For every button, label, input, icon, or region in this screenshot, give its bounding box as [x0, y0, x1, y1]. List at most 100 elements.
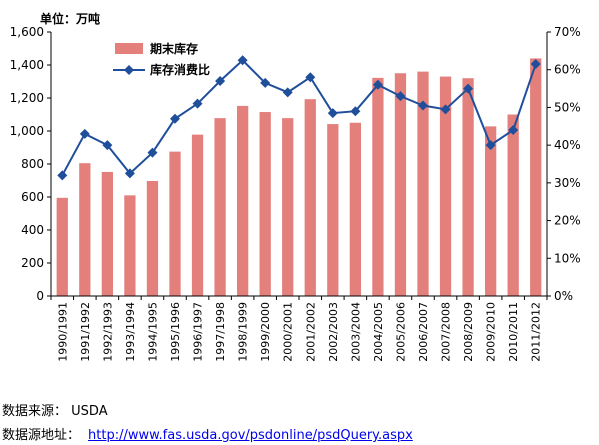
bar — [101, 171, 113, 296]
ratio-point — [282, 87, 293, 98]
ratio-point — [418, 100, 428, 111]
x-tick-label: 1994/1995 — [146, 302, 159, 362]
y-right-tick-label: 60% — [554, 63, 581, 77]
legend-marker-ratio — [124, 65, 134, 75]
y-right-tick-label: 20% — [554, 214, 581, 228]
ratio-point — [508, 125, 519, 136]
bar — [191, 134, 204, 296]
y-left-tick-label: 1,200 — [10, 91, 44, 105]
y-right-tick-label: 50% — [554, 100, 581, 114]
bar — [259, 112, 271, 297]
ratio-point — [192, 98, 203, 109]
ratio-point — [147, 147, 158, 158]
bar — [304, 99, 316, 296]
bar — [327, 124, 339, 296]
ratio-point — [327, 108, 338, 119]
legend-label-ratio: 库存消费比 — [150, 62, 210, 77]
ratio-line — [61, 58, 537, 176]
source-line: 数据来源： USDA — [2, 400, 108, 419]
x-tick-label: 1999/2000 — [259, 302, 272, 362]
x-tick-label: 1991/1992 — [79, 302, 92, 362]
ratio-point — [260, 77, 271, 88]
y-right-tick-label: 10% — [554, 251, 581, 265]
bar — [237, 105, 249, 296]
ratio-point — [124, 168, 135, 179]
x-tick-label: 2002/2003 — [327, 302, 340, 362]
source-url-link[interactable]: http://www.fas.usda.gov/psdonline/psdQue… — [88, 428, 413, 443]
bar — [214, 118, 226, 296]
y-left-tick-label: 1,400 — [10, 58, 44, 72]
address-line: 数据源地址： http://www.fas.usda.gov/psdonline/… — [2, 424, 413, 443]
legend-label-stock: 期末库存 — [150, 41, 198, 56]
x-tick-label: 2009/2010 — [485, 302, 498, 362]
x-tick-label: 1998/1999 — [237, 302, 250, 362]
bar — [485, 126, 497, 296]
ratio-point — [170, 113, 180, 124]
address-label: 数据源地址： — [2, 428, 81, 443]
ratio-point — [463, 83, 474, 94]
bar — [372, 77, 384, 297]
y-left-tick-label: 400 — [21, 223, 44, 237]
x-tick-label: 2008/2009 — [462, 302, 475, 362]
x-tick-label: 2004/2005 — [372, 302, 385, 362]
bar — [79, 163, 91, 296]
source-label: 数据来源： — [2, 404, 68, 419]
unit-label: 单位：万吨 — [40, 12, 101, 26]
y-left-tick-label: 200 — [21, 256, 44, 270]
y-right-tick-label: 40% — [554, 138, 581, 152]
ratio-point — [215, 76, 226, 87]
bar-series — [56, 58, 542, 297]
x-tick-label: 2005/2006 — [394, 302, 407, 362]
ratio-point — [237, 55, 248, 66]
y-left-tick-label: 800 — [21, 157, 44, 171]
bar — [124, 195, 136, 296]
x-tick-label: 2007/2008 — [440, 302, 453, 362]
x-tick-label: 2006/2007 — [417, 302, 430, 362]
bar — [507, 114, 519, 296]
ratio-point — [485, 140, 496, 151]
ratio-point — [102, 140, 113, 151]
ratio-point — [350, 106, 361, 117]
x-tick-label: 1995/1996 — [169, 302, 182, 362]
axes: 0 200 400 600 800 1,000 1,200 1,400 1,600 0% 10% 20… — [10, 25, 581, 362]
y-right-tick-label: 30% — [554, 176, 581, 190]
x-tick-label: 1990/1991 — [56, 302, 69, 362]
x-tick-label: 2011/2012 — [530, 302, 543, 362]
y-right-tick-label: 70% — [554, 25, 581, 39]
line-series — [57, 55, 541, 181]
legend-swatch-stock — [115, 43, 143, 54]
bar — [394, 73, 407, 296]
x-tick-label: 2010/2011 — [507, 302, 520, 362]
bar — [146, 180, 159, 296]
ratio-point — [440, 104, 451, 115]
y-left-tick-label: 0 — [36, 289, 44, 303]
ratio-point — [57, 170, 68, 181]
x-tick-label: 1996/1997 — [192, 302, 205, 362]
ratio-point — [395, 91, 406, 102]
ratio-point — [372, 79, 383, 90]
ratio-point — [79, 128, 90, 139]
ratio-point — [530, 59, 541, 70]
x-tick-label: 2003/2004 — [349, 302, 362, 362]
x-tick-label: 1997/1998 — [214, 302, 227, 362]
bar — [417, 71, 429, 296]
y-left-tick-label: 1,600 — [10, 25, 44, 39]
ratio-point — [305, 72, 316, 83]
y-right-tick-label: 0% — [554, 289, 573, 303]
bar — [530, 58, 542, 297]
y-left-tick-label: 1,000 — [10, 124, 44, 138]
x-tick-label: 2000/2001 — [282, 302, 295, 362]
chart: 0 200 400 600 800 1,000 1,200 1,400 1,600 0% 10% 20… — [10, 25, 581, 362]
bar — [282, 118, 294, 296]
source-value: USDA — [71, 404, 108, 419]
y-left-tick-label: 600 — [21, 190, 44, 204]
bar — [439, 76, 452, 296]
x-tick-label: 2001/2002 — [304, 302, 317, 362]
x-tick-label: 1992/1993 — [101, 302, 114, 362]
bar — [169, 151, 181, 296]
bar — [56, 197, 68, 296]
bar — [462, 78, 474, 296]
bar — [349, 122, 361, 296]
x-tick-label: 1993/1994 — [124, 302, 137, 362]
